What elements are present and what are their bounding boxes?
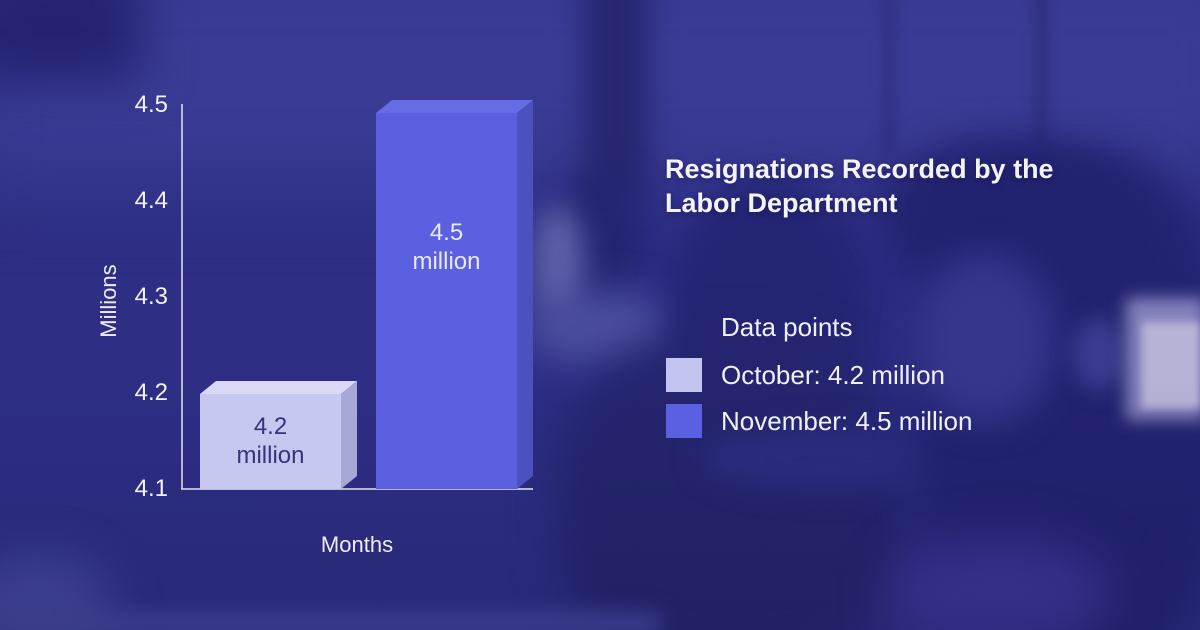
bar-october-side-face — [341, 381, 357, 489]
bar-october-top-face — [200, 381, 357, 394]
bg-person-right-ear — [1073, 318, 1125, 390]
bg-chair-back — [700, 428, 960, 490]
legend-item-october: October: 4.2 million — [666, 358, 945, 392]
legend-heading: Data points — [721, 312, 853, 342]
bar-october — [200, 394, 341, 489]
legend-label-october: October: 4.2 million — [721, 360, 945, 390]
bg-desk-edge — [60, 613, 660, 630]
bar-november-value-label: 4.5 million — [412, 219, 481, 275]
bar-november-side-face — [517, 100, 533, 489]
bar-october-value-label: 4.2 million — [236, 413, 305, 469]
bar-november — [376, 113, 517, 489]
bg-window-mullion — [1036, 0, 1046, 165]
bg-dark-corner — [0, 0, 140, 80]
chart-title: Resignations Recorded by the Labor Depar… — [665, 152, 1145, 220]
legend-swatch-november — [666, 404, 702, 438]
y-tick-label: 4.1 — [134, 475, 168, 502]
bg-window-mullion — [885, 0, 893, 155]
y-tick-label: 4.2 — [134, 379, 168, 406]
y-axis-line — [181, 104, 183, 489]
y-tick-label: 4.3 — [134, 283, 168, 310]
bg-monitor-screen — [1142, 322, 1200, 408]
chart-title-line-1: Resignations Recorded by the — [665, 154, 1054, 184]
bg-window-frame — [585, 0, 647, 200]
y-tick-label: 4.5 — [134, 91, 168, 118]
chart-title-line-2: Labor Department — [665, 188, 898, 218]
bar-november-top-face — [376, 100, 533, 113]
legend-label-november: November: 4.5 million — [721, 406, 973, 436]
y-tick-label: 4.4 — [134, 187, 168, 214]
legend-swatch-october — [666, 358, 702, 392]
bg-person-right-face — [913, 253, 1055, 425]
bg-purple-haze — [888, 538, 1113, 630]
x-axis-title: Months — [320, 532, 394, 557]
legend-item-november: November: 4.5 million — [666, 404, 972, 438]
x-axis-line — [181, 488, 533, 490]
